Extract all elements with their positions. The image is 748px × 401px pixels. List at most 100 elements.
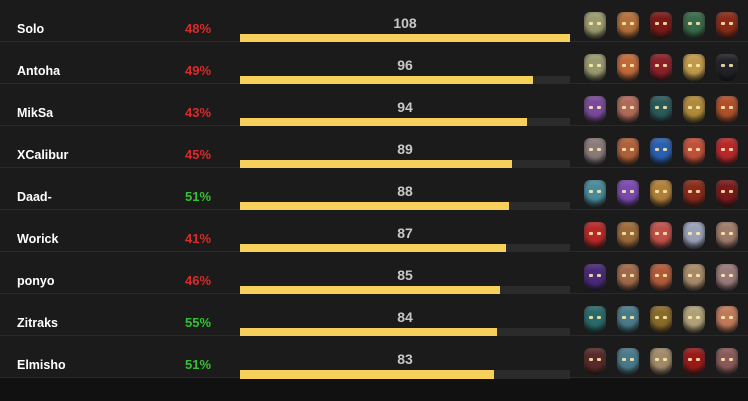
- hero-5-icon[interactable]: [716, 180, 738, 207]
- match-count: 96: [397, 57, 413, 73]
- hero-5-icon[interactable]: [716, 96, 738, 123]
- match-count-bar-fill: [240, 34, 570, 43]
- player-name[interactable]: ponyo: [17, 274, 55, 288]
- hero-1-icon[interactable]: [584, 264, 606, 291]
- match-count: 89: [397, 141, 413, 157]
- hero-3-icon[interactable]: [650, 180, 672, 207]
- hero-5-icon[interactable]: [716, 264, 738, 291]
- hero-4-icon[interactable]: [683, 306, 705, 333]
- match-count: 108: [393, 15, 417, 31]
- match-count: 94: [397, 99, 413, 115]
- match-count: 83: [397, 351, 413, 367]
- match-count: 88: [397, 183, 413, 199]
- hero-1-icon[interactable]: [584, 180, 606, 207]
- table-row[interactable]: Solo 48% 108: [0, 0, 748, 43]
- hero-1-icon[interactable]: [584, 306, 606, 333]
- hero-4-icon[interactable]: [683, 138, 705, 165]
- hero-5-icon[interactable]: [716, 138, 738, 165]
- player-name[interactable]: Elmisho: [17, 358, 66, 372]
- hero-1-icon[interactable]: [584, 12, 606, 39]
- match-count-bar: [240, 34, 570, 43]
- win-rate: 41%: [185, 231, 212, 246]
- table-row[interactable]: MikSa 43% 94: [0, 84, 748, 127]
- match-count-bar-fill: [240, 160, 512, 169]
- hero-4-icon[interactable]: [683, 264, 705, 291]
- win-rate: 45%: [185, 147, 212, 162]
- match-count-bar-fill: [240, 328, 497, 337]
- hero-4-icon[interactable]: [683, 180, 705, 207]
- table-row[interactable]: ponyo 46% 85: [0, 252, 748, 295]
- match-count-bar-fill: [240, 76, 534, 85]
- match-count-bar: [240, 328, 570, 337]
- match-count: 85: [397, 267, 413, 283]
- win-rate: 43%: [185, 105, 212, 120]
- hero-1-icon[interactable]: [584, 96, 606, 123]
- hero-2-icon[interactable]: [617, 138, 639, 165]
- player-name[interactable]: Daad-: [17, 190, 52, 204]
- hero-4-icon[interactable]: [683, 12, 705, 39]
- win-rate: 51%: [185, 357, 212, 372]
- match-count-bar-fill: [240, 370, 494, 379]
- hero-4-icon[interactable]: [683, 96, 705, 123]
- win-rate: 46%: [185, 273, 212, 288]
- hero-5-icon[interactable]: [716, 54, 738, 81]
- hero-4-icon[interactable]: [683, 54, 705, 81]
- match-count-bar: [240, 76, 570, 85]
- hero-3-icon[interactable]: [650, 348, 672, 375]
- table-row[interactable]: Antoha 49% 96: [0, 42, 748, 85]
- hero-2-icon[interactable]: [617, 264, 639, 291]
- hero-3-icon[interactable]: [650, 96, 672, 123]
- hero-5-icon[interactable]: [716, 348, 738, 375]
- hero-3-icon[interactable]: [650, 222, 672, 249]
- player-name[interactable]: Solo: [17, 22, 45, 36]
- table-row[interactable]: XCalibur 45% 89: [0, 126, 748, 169]
- hero-1-icon[interactable]: [584, 222, 606, 249]
- match-count-bar: [240, 118, 570, 127]
- player-name[interactable]: Zitraks: [17, 316, 58, 330]
- player-name[interactable]: Antoha: [17, 64, 61, 78]
- match-count: 87: [397, 225, 413, 241]
- hero-2-icon[interactable]: [617, 12, 639, 39]
- player-table: Solo 48% 108 Antoha 49% 96 MikSa 43% 94 XCalibur 4…: [0, 0, 748, 379]
- hero-2-icon[interactable]: [617, 54, 639, 81]
- match-count-bar-fill: [240, 202, 509, 211]
- hero-2-icon[interactable]: [617, 222, 639, 249]
- table-row[interactable]: Zitraks 55% 84: [0, 294, 748, 337]
- player-name[interactable]: Worick: [17, 232, 59, 246]
- hero-3-icon[interactable]: [650, 138, 672, 165]
- win-rate: 55%: [185, 315, 212, 330]
- hero-3-icon[interactable]: [650, 306, 672, 333]
- match-count-bar-fill: [240, 286, 500, 295]
- hero-5-icon[interactable]: [716, 222, 738, 249]
- hero-3-icon[interactable]: [650, 264, 672, 291]
- hero-3-icon[interactable]: [650, 54, 672, 81]
- hero-5-icon[interactable]: [716, 12, 738, 39]
- win-rate: 51%: [185, 189, 212, 204]
- hero-2-icon[interactable]: [617, 96, 639, 123]
- hero-1-icon[interactable]: [584, 348, 606, 375]
- hero-4-icon[interactable]: [683, 222, 705, 249]
- hero-1-icon[interactable]: [584, 54, 606, 81]
- match-count-bar: [240, 286, 570, 295]
- match-count-bar: [240, 244, 570, 253]
- player-name[interactable]: MikSa: [17, 106, 54, 120]
- table-row[interactable]: Elmisho 51% 83: [0, 336, 748, 379]
- match-count-bar: [240, 160, 570, 169]
- match-count-bar: [240, 370, 570, 379]
- match-count-bar-fill: [240, 118, 528, 127]
- match-count: 84: [397, 309, 413, 325]
- hero-2-icon[interactable]: [617, 348, 639, 375]
- win-rate: 48%: [185, 21, 212, 36]
- player-name[interactable]: XCalibur: [17, 148, 69, 162]
- table-row[interactable]: Worick 41% 87: [0, 210, 748, 253]
- hero-2-icon[interactable]: [617, 180, 639, 207]
- win-rate: 49%: [185, 63, 212, 78]
- match-count-bar-fill: [240, 244, 506, 253]
- hero-5-icon[interactable]: [716, 306, 738, 333]
- hero-4-icon[interactable]: [683, 348, 705, 375]
- table-row[interactable]: Daad- 51% 88: [0, 168, 748, 211]
- match-count-bar: [240, 202, 570, 211]
- hero-2-icon[interactable]: [617, 306, 639, 333]
- hero-3-icon[interactable]: [650, 12, 672, 39]
- hero-1-icon[interactable]: [584, 138, 606, 165]
